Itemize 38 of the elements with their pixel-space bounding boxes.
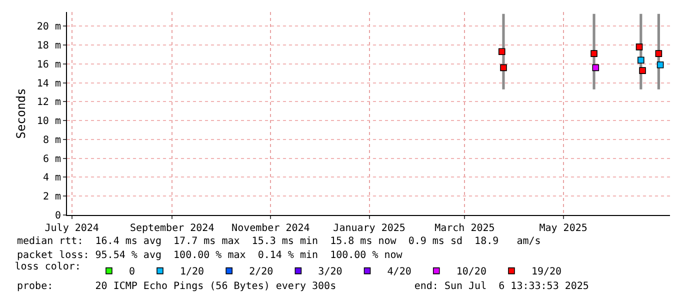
y-tick-label: 12 m: [36, 97, 61, 108]
x-tick-label: May 2025: [539, 223, 588, 234]
point: [592, 64, 600, 72]
x-tick-label: November 2024: [232, 223, 310, 234]
point: [498, 48, 506, 56]
point: [639, 67, 646, 74]
y-tick-label: 14 m: [36, 78, 61, 90]
y-tick-label: 8 m: [42, 134, 61, 146]
point: [590, 50, 598, 57]
legend-label: 19/20: [531, 266, 562, 278]
x-tick-label: March 2025: [434, 223, 495, 234]
legend-label: 4/20: [387, 266, 412, 278]
y-tick-label: 4 m: [42, 172, 61, 184]
point: [655, 50, 662, 57]
point: [656, 61, 664, 68]
y-axis-title: Seconds: [14, 88, 28, 139]
y-tick-label: 2 m: [42, 192, 61, 203]
legend-title: loss color:: [14, 261, 81, 272]
y-tick-label: 16 m: [36, 59, 61, 70]
text: probe: 20 ICMP Echo Pings (56 Bytes) every 300s end: Sun Jul 6 13:33:53 2025: [17, 281, 589, 292]
y-tick-label: 6 m: [42, 154, 61, 165]
text: median rtt: 16.4 ms avg 17.7 ms max 15.3 ms min 15.8 ms now 0.9 ms sd 18.9 am/s: [17, 236, 541, 247]
legend-label: 10/20: [456, 266, 486, 278]
point: [636, 44, 643, 50]
legend-label: 1/20: [180, 266, 204, 278]
x-tick-label: September 2024: [130, 223, 214, 234]
legend-label: 0: [128, 266, 135, 278]
y-tick-label: 20 m: [36, 22, 61, 33]
x-tick-label: July 2024: [44, 223, 99, 234]
y-tick-label: 0: [54, 210, 61, 222]
legend-label: 2/20: [249, 266, 274, 278]
y-tick-label: 18 m: [36, 40, 61, 52]
legend-label: 3/20: [318, 266, 342, 278]
x-tick-label: January 2025: [333, 223, 406, 234]
text: packet loss: 95.54 % avg 100.00 % max 0.14 % min 100.00 % now: [17, 250, 404, 261]
point: [638, 56, 644, 64]
y-tick-label: 10 m: [36, 116, 61, 128]
point: [500, 64, 507, 72]
